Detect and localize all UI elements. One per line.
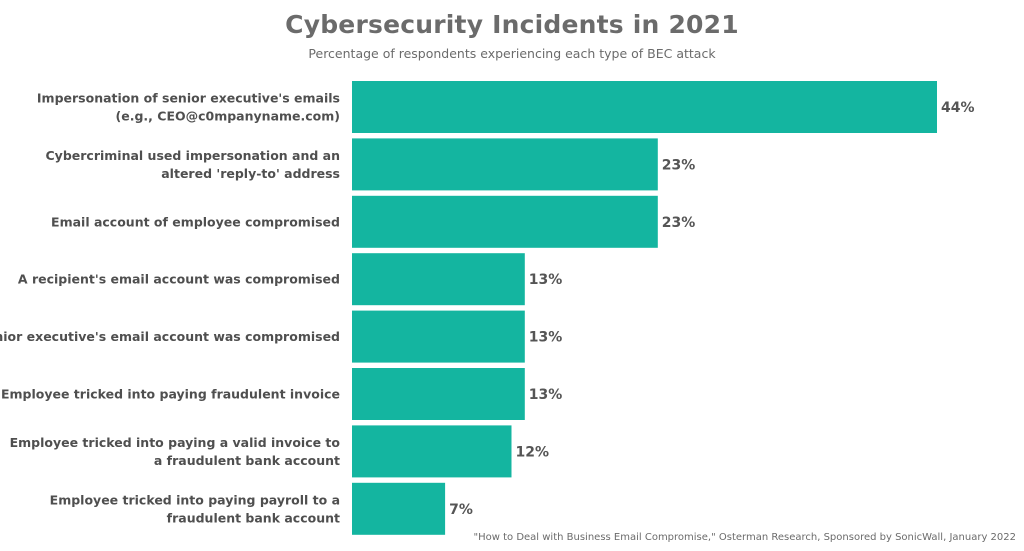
value-label-8: 7% bbox=[449, 502, 473, 518]
category-label-line: A recipient's email account was compromi… bbox=[18, 272, 340, 287]
bar-8 bbox=[352, 482, 446, 535]
bar-4 bbox=[352, 253, 525, 306]
value-label-7: 12% bbox=[516, 444, 550, 460]
source-note: "How to Deal with Business Email Comprom… bbox=[473, 532, 1017, 543]
bar-7 bbox=[352, 425, 512, 478]
chart-subtitle: Percentage of respondents experiencing e… bbox=[308, 46, 716, 61]
category-label-line: Email account of employee compromised bbox=[51, 214, 340, 229]
category-label-7: Employee tricked into paying a valid inv… bbox=[10, 435, 341, 468]
value-label-6: 13% bbox=[529, 387, 563, 403]
category-label-line: Employee tricked into paying fraudulent … bbox=[1, 387, 340, 402]
category-label-line: altered 'reply-to' address bbox=[161, 166, 340, 181]
bar-1 bbox=[352, 81, 937, 133]
category-label-line: Impersonation of senior executive's emai… bbox=[37, 91, 340, 106]
category-label-line: (e.g., CEO@c0mpanyname.com) bbox=[116, 109, 340, 124]
value-label-2: 23% bbox=[662, 157, 696, 173]
bar-5 bbox=[352, 310, 525, 363]
category-label-3: Email account of employee compromised bbox=[51, 214, 340, 229]
category-label-6: Employee tricked into paying fraudulent … bbox=[1, 387, 340, 402]
category-label-8: Employee tricked into paying payroll to … bbox=[50, 492, 340, 525]
category-label-5: Senior executive's email account was com… bbox=[0, 329, 340, 344]
value-label-1: 44% bbox=[941, 100, 975, 116]
value-label-3: 23% bbox=[662, 215, 696, 231]
category-label-2: Cybercriminal used impersonation and an a… bbox=[46, 148, 341, 181]
value-label-5: 13% bbox=[529, 330, 563, 346]
category-label-1: Impersonation of senior executive's emai… bbox=[37, 91, 340, 124]
category-label-line: Senior executive's email account was com… bbox=[0, 329, 340, 344]
chart-title: Cybersecurity Incidents in 2021 bbox=[285, 10, 739, 39]
category-label-line: fraudulent bank account bbox=[167, 510, 340, 525]
category-label-line: Employee tricked into paying payroll to … bbox=[50, 492, 340, 507]
category-label-line: a fraudulent bank account bbox=[154, 453, 340, 468]
category-label-line: Employee tricked into paying a valid inv… bbox=[10, 435, 341, 450]
category-label-line: Cybercriminal used impersonation and an bbox=[46, 148, 341, 163]
value-label-4: 13% bbox=[529, 272, 563, 288]
bar-3 bbox=[352, 195, 658, 248]
bar-2 bbox=[352, 138, 658, 191]
bar-6 bbox=[352, 368, 525, 420]
category-label-4: A recipient's email account was compromi… bbox=[18, 272, 340, 287]
